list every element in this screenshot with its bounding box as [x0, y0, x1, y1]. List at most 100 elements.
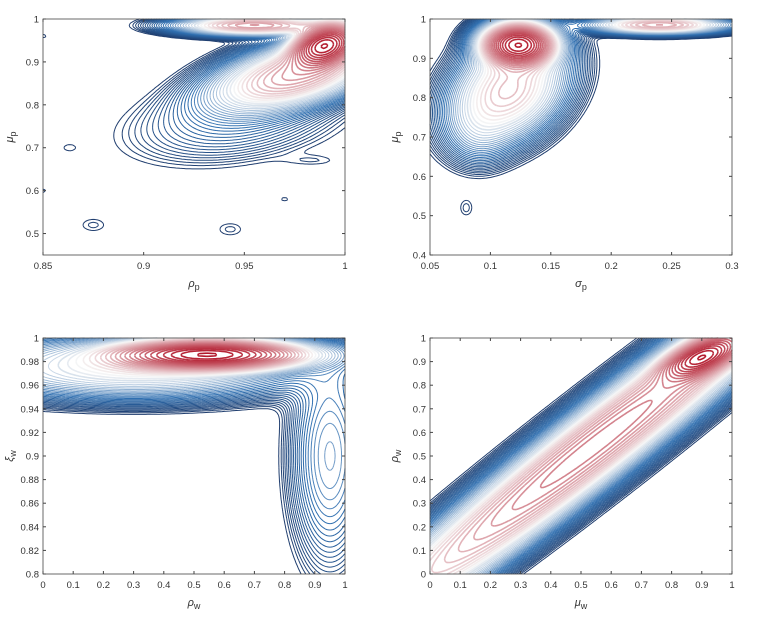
- contour-level-16: [42, 337, 346, 518]
- y-tick-label: 0.98: [21, 357, 40, 368]
- contour-level-21: [42, 337, 342, 392]
- y-tick-label: 0.5: [413, 211, 426, 222]
- x-tick-label: 0.2: [605, 261, 618, 272]
- contour-level-48: [197, 352, 218, 358]
- subplot-4: 0 0.1 0.2 0.3 0.4 0.5 0.6 0.7 0.8 0.9 1 0 0.1 0.2 0.3 0…: [389, 334, 735, 612]
- contour-lines: [429, 337, 733, 575]
- contour-level-17: [42, 337, 346, 510]
- contour-level-44: [677, 343, 726, 373]
- y-tick-label: 0.7: [413, 404, 426, 415]
- x-tick-label: 0.3: [725, 261, 738, 272]
- contour-level-2: [87, 18, 346, 233]
- contour-level-47: [508, 38, 529, 52]
- contour-level-41: [493, 29, 544, 63]
- subplot-3: 0 0.1 0.2 0.3 0.4 0.5 0.6 0.7 0.8 0.9 1 0.8 0.82 0.84…: [4, 334, 348, 612]
- contour-level-36: [473, 337, 733, 541]
- contour-level-2: [42, 406, 307, 575]
- contour-level-38: [291, 25, 346, 76]
- contour-level-27: [429, 337, 733, 575]
- y-tick-label: 0.7: [413, 133, 426, 144]
- y-axis-label: ξw: [4, 450, 18, 462]
- contour-level-7: [429, 337, 733, 575]
- contour-level-6: [429, 337, 733, 575]
- y-tick-label: 0.2: [413, 522, 426, 533]
- x-tick-label: 0.1: [484, 261, 497, 272]
- contour-level-38: [511, 337, 733, 511]
- y-tick-label: 0.4: [413, 475, 426, 486]
- contour-level-8: [429, 337, 733, 575]
- contour-level-42: [301, 30, 346, 65]
- x-tick-label: 0.85: [34, 261, 53, 272]
- x-tick-label: 0.8: [278, 580, 291, 591]
- x-tick-label: 0.6: [605, 580, 618, 591]
- contour-lines: [42, 337, 346, 575]
- x-tick-label: 0.9: [137, 261, 150, 272]
- y-tick-label: 1: [34, 334, 39, 345]
- y-tick-label: 0.94: [21, 404, 40, 415]
- y-tick-label: 0.88: [21, 475, 40, 486]
- contour-level-8: [42, 396, 346, 563]
- y-tick-label: 0.6: [413, 428, 426, 439]
- contour-level-42: [671, 339, 732, 377]
- contour-level-36: [234, 22, 346, 86]
- contour-level-12: [42, 337, 346, 543]
- x-tick-label: 0.3: [514, 580, 527, 591]
- contour-level-22: [42, 337, 339, 390]
- contour-level-41: [298, 29, 346, 67]
- contour-level-19: [42, 337, 346, 489]
- contour-level-47: [314, 39, 335, 54]
- x-tick-label: 0.2: [484, 580, 497, 591]
- contour-level-43: [149, 345, 263, 365]
- y-tick-label: 0.8: [26, 570, 39, 581]
- x-tick-label: 1: [342, 261, 347, 272]
- x-tick-label: 0.05: [421, 261, 440, 272]
- y-tick-label: 0.9: [413, 54, 426, 65]
- x-tick-label: 0.8: [665, 580, 678, 591]
- y-tick-label: 0.96: [21, 381, 40, 392]
- x-axis-label: ρw: [187, 597, 201, 611]
- x-tick-label: 0.1: [454, 580, 467, 591]
- contour-level-48: [514, 42, 523, 48]
- contour-level-39: [490, 27, 547, 65]
- contour-level-40: [296, 27, 346, 69]
- y-tick-label: 0.86: [21, 499, 40, 510]
- x-axis-label: ρp: [187, 278, 199, 292]
- contour-level-25: [42, 337, 330, 386]
- x-axis-label: σp: [575, 278, 587, 292]
- contour-level-43: [303, 31, 345, 63]
- x-tick-label: 0.4: [544, 580, 557, 591]
- contour-level-36: [486, 24, 664, 71]
- x-tick-label: 0.9: [695, 580, 708, 591]
- y-tick-label: 0.84: [21, 522, 40, 533]
- x-tick-label: 0.5: [187, 580, 200, 591]
- contour-lines: [42, 18, 346, 236]
- y-tick-label: 0.92: [21, 428, 40, 439]
- contour-level-46: [170, 348, 243, 362]
- contour-level-1: [429, 337, 733, 575]
- y-tick-label: 0.8: [413, 93, 426, 104]
- contour-level-23: [42, 337, 336, 389]
- contour-level-39: [539, 337, 733, 489]
- x-tick-label: 0.4: [157, 580, 170, 591]
- y-tick-label: 0.6: [413, 172, 426, 183]
- contour-level-37: [487, 25, 550, 69]
- contour-level-18: [42, 337, 346, 501]
- y-axis-label: ρw: [389, 449, 403, 463]
- contour-level-48: [320, 43, 329, 50]
- y-tick-label: 0.82: [21, 546, 40, 557]
- contour-level-38: [488, 26, 548, 67]
- contour-lines: [429, 18, 733, 216]
- y-tick-label: 0.8: [413, 381, 426, 392]
- contour-level-45: [680, 345, 723, 371]
- contour-level-47: [688, 349, 715, 366]
- contour-level-20: [42, 337, 345, 471]
- y-tick-label: 1: [421, 15, 426, 26]
- contour-level-46: [684, 347, 719, 368]
- x-tick-label: 0.1: [67, 580, 80, 591]
- contour-level-35: [227, 21, 346, 90]
- y-tick-label: 1: [421, 334, 426, 345]
- contour-level-24: [42, 337, 333, 387]
- contour-level-39: [294, 26, 346, 72]
- contour-level-37: [490, 337, 733, 527]
